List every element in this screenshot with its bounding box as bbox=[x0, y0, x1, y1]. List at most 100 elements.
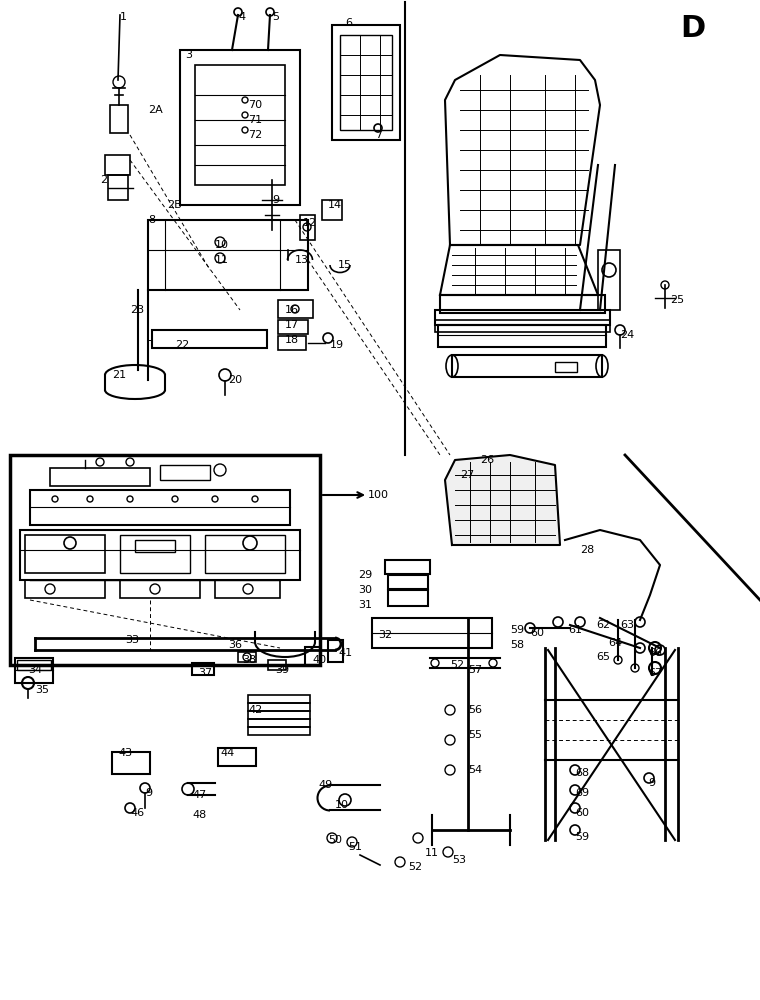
Bar bbox=[598, 250, 620, 310]
Text: 61: 61 bbox=[568, 625, 582, 635]
Text: 69: 69 bbox=[575, 788, 589, 798]
Polygon shape bbox=[445, 455, 560, 545]
Text: 100: 100 bbox=[368, 490, 389, 500]
Text: 44: 44 bbox=[220, 748, 234, 758]
Text: 2A: 2A bbox=[148, 105, 163, 115]
Bar bbox=[388, 590, 428, 606]
Text: 55: 55 bbox=[468, 730, 482, 740]
Bar bbox=[435, 310, 610, 325]
Text: 9: 9 bbox=[272, 195, 279, 205]
Text: 36: 36 bbox=[228, 640, 242, 650]
Text: 72: 72 bbox=[248, 130, 262, 140]
Bar bbox=[322, 200, 342, 220]
Text: 24: 24 bbox=[620, 330, 635, 340]
Text: 19: 19 bbox=[330, 340, 344, 350]
Bar bbox=[332, 25, 400, 140]
Bar bbox=[278, 320, 308, 334]
Bar bbox=[30, 490, 290, 525]
Bar bbox=[388, 575, 428, 589]
Bar bbox=[192, 663, 214, 675]
Bar bbox=[160, 465, 210, 480]
Text: 1: 1 bbox=[120, 12, 127, 22]
Text: 59: 59 bbox=[510, 625, 524, 635]
Text: 3: 3 bbox=[185, 50, 192, 60]
Text: 18: 18 bbox=[285, 335, 299, 345]
Text: 13: 13 bbox=[295, 255, 309, 265]
Text: 25: 25 bbox=[670, 295, 684, 305]
Text: 48: 48 bbox=[192, 810, 206, 820]
Bar bbox=[25, 580, 105, 598]
Bar bbox=[385, 560, 430, 574]
Bar bbox=[452, 355, 602, 377]
Text: 35: 35 bbox=[35, 685, 49, 695]
Bar bbox=[435, 320, 610, 332]
Bar bbox=[15, 658, 53, 683]
Bar bbox=[120, 535, 190, 573]
Bar bbox=[440, 295, 605, 313]
Text: 21: 21 bbox=[112, 370, 126, 380]
Text: 30: 30 bbox=[358, 585, 372, 595]
Text: 71: 71 bbox=[248, 115, 262, 125]
Text: 12: 12 bbox=[303, 218, 317, 228]
Text: 28: 28 bbox=[580, 545, 594, 555]
Text: 68: 68 bbox=[575, 768, 589, 778]
Text: 64: 64 bbox=[608, 638, 622, 648]
Bar bbox=[50, 468, 150, 486]
Text: 57: 57 bbox=[468, 665, 482, 675]
Text: 27: 27 bbox=[460, 470, 474, 480]
Bar bbox=[180, 50, 300, 205]
Text: 60: 60 bbox=[530, 628, 544, 638]
Text: 43: 43 bbox=[118, 748, 132, 758]
Text: 31: 31 bbox=[358, 600, 372, 610]
Text: 2: 2 bbox=[100, 175, 107, 185]
Bar bbox=[238, 652, 256, 662]
Bar bbox=[152, 330, 267, 348]
Text: 41: 41 bbox=[338, 648, 352, 658]
Text: 8: 8 bbox=[148, 215, 155, 225]
Bar bbox=[268, 660, 286, 670]
Text: 15: 15 bbox=[338, 260, 352, 270]
Bar bbox=[25, 535, 105, 573]
Bar bbox=[195, 65, 285, 185]
Bar bbox=[305, 647, 320, 665]
Text: 9: 9 bbox=[145, 788, 152, 798]
Text: 4: 4 bbox=[238, 12, 245, 22]
Bar bbox=[108, 175, 128, 200]
Text: 40: 40 bbox=[312, 655, 326, 665]
Text: 62: 62 bbox=[596, 620, 610, 630]
Bar bbox=[248, 703, 310, 711]
Text: 37: 37 bbox=[198, 668, 212, 678]
Bar bbox=[328, 640, 343, 662]
Text: 10: 10 bbox=[215, 240, 229, 250]
Bar bbox=[105, 155, 130, 175]
Text: 56: 56 bbox=[468, 705, 482, 715]
Text: 67: 67 bbox=[648, 668, 662, 678]
Text: 52: 52 bbox=[450, 660, 464, 670]
Text: D: D bbox=[680, 14, 705, 43]
Text: 60: 60 bbox=[575, 808, 589, 818]
Bar bbox=[248, 719, 310, 727]
Bar bbox=[110, 105, 128, 133]
Text: 49: 49 bbox=[318, 780, 332, 790]
Bar bbox=[215, 580, 280, 598]
Bar bbox=[372, 618, 492, 648]
Bar bbox=[112, 752, 150, 774]
Text: 9: 9 bbox=[648, 778, 655, 788]
Bar bbox=[120, 580, 200, 598]
Text: 70: 70 bbox=[248, 100, 262, 110]
Bar bbox=[248, 727, 310, 735]
Text: 2B: 2B bbox=[167, 200, 182, 210]
Text: 26: 26 bbox=[480, 455, 494, 465]
Text: 29: 29 bbox=[358, 570, 372, 580]
Text: 53: 53 bbox=[452, 855, 466, 865]
Text: 20: 20 bbox=[228, 375, 242, 385]
Bar bbox=[340, 35, 392, 130]
Text: 6: 6 bbox=[345, 18, 352, 28]
Bar bbox=[438, 325, 606, 347]
Text: 54: 54 bbox=[468, 765, 482, 775]
Bar bbox=[218, 748, 256, 766]
Text: 32: 32 bbox=[378, 630, 392, 640]
Text: 66: 66 bbox=[648, 648, 662, 658]
Text: 38: 38 bbox=[242, 655, 256, 665]
Text: 63: 63 bbox=[620, 620, 634, 630]
